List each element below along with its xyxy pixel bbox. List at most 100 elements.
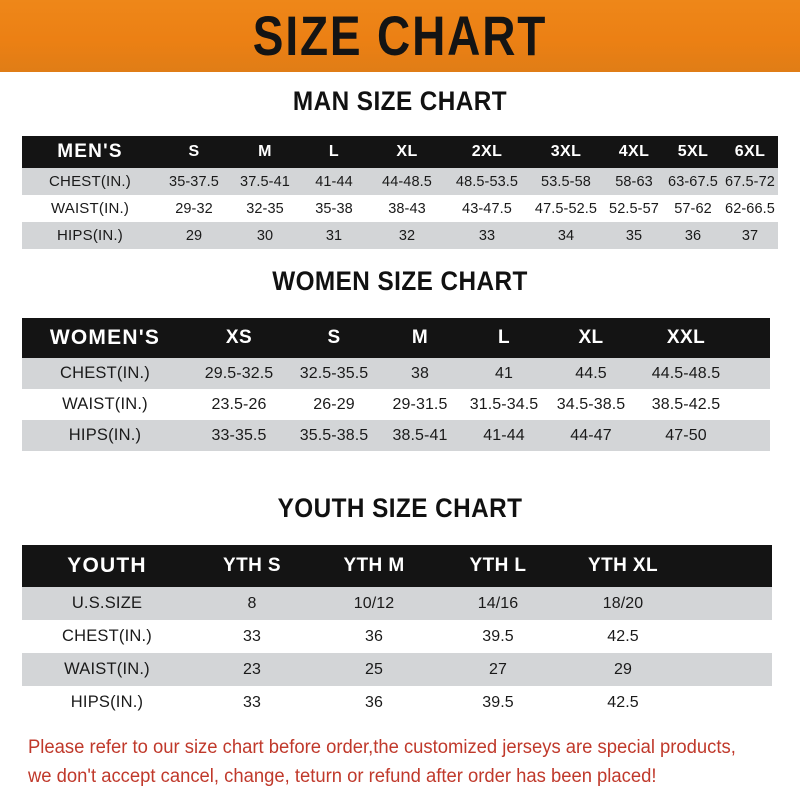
women-chest-xl: 44.5 xyxy=(546,358,636,389)
men-chest-l: 41-44 xyxy=(300,168,368,195)
women-chest-spacer xyxy=(736,358,770,389)
table-row: HIPS(IN.) 33-35.5 35.5-38.5 38.5-41 41-4… xyxy=(22,420,770,451)
men-hips-s: 29 xyxy=(158,222,230,249)
men-hips-6xl: 37 xyxy=(722,222,778,249)
women-waist-xl: 34.5-38.5 xyxy=(546,389,636,420)
youth-waist-xl: 29 xyxy=(560,653,686,686)
men-hips-l: 31 xyxy=(300,222,368,249)
men-waist-3xl: 47.5-52.5 xyxy=(528,195,604,222)
men-size-5xl: 5XL xyxy=(664,136,722,168)
youth-chest-m: 36 xyxy=(312,620,436,653)
men-size-6xl: 6XL xyxy=(722,136,778,168)
page-title: SIZE CHART xyxy=(252,4,548,68)
men-chest-5xl: 63-67.5 xyxy=(664,168,722,195)
youth-waist-label: WAIST(IN.) xyxy=(22,653,192,686)
men-chest-s: 35-37.5 xyxy=(158,168,230,195)
youth-ussize-spacer xyxy=(686,587,772,620)
women-hips-label: HIPS(IN.) xyxy=(22,420,188,451)
youth-header-label: YOUTH xyxy=(22,545,192,587)
men-size-4xl: 4XL xyxy=(604,136,664,168)
youth-size-s: YTH S xyxy=(192,545,312,587)
women-size-xl: XL xyxy=(546,318,636,358)
youth-size-l: YTH L xyxy=(436,545,560,587)
men-size-xl: XL xyxy=(368,136,446,168)
youth-waist-m: 25 xyxy=(312,653,436,686)
men-hips-4xl: 35 xyxy=(604,222,664,249)
men-waist-6xl: 62-66.5 xyxy=(722,195,778,222)
women-size-table: WOMEN'S XS S M L XL XXL CHEST(IN.) 29.5-… xyxy=(22,318,770,451)
youth-hips-spacer xyxy=(686,686,772,719)
men-chest-xl: 44-48.5 xyxy=(368,168,446,195)
women-size-spacer xyxy=(736,318,770,358)
women-section-title: WOMEN SIZE CHART xyxy=(272,266,528,296)
table-row: HIPS(IN.) 29 30 31 32 33 34 35 36 37 xyxy=(22,222,778,249)
youth-hips-label: HIPS(IN.) xyxy=(22,686,192,719)
women-chest-s: 32.5-35.5 xyxy=(290,358,378,389)
men-hips-5xl: 36 xyxy=(664,222,722,249)
women-waist-m: 29-31.5 xyxy=(378,389,462,420)
order-notice: Please refer to our size chart before or… xyxy=(28,733,756,792)
youth-waist-spacer xyxy=(686,653,772,686)
men-chest-6xl: 67.5-72 xyxy=(722,168,778,195)
order-notice-line-1: Please refer to our size chart before or… xyxy=(28,737,736,758)
women-size-l: L xyxy=(462,318,546,358)
women-waist-label: WAIST(IN.) xyxy=(22,389,188,420)
women-hips-s: 35.5-38.5 xyxy=(290,420,378,451)
men-waist-m: 32-35 xyxy=(230,195,300,222)
women-hips-m: 38.5-41 xyxy=(378,420,462,451)
men-chest-m: 37.5-41 xyxy=(230,168,300,195)
youth-section-title: YOUTH SIZE CHART xyxy=(277,493,523,523)
women-size-s: S xyxy=(290,318,378,358)
women-waist-s: 26-29 xyxy=(290,389,378,420)
men-section-title: MAN SIZE CHART xyxy=(292,86,508,116)
youth-chest-l: 39.5 xyxy=(436,620,560,653)
youth-size-xl: YTH XL xyxy=(560,545,686,587)
youth-waist-s: 23 xyxy=(192,653,312,686)
women-header-label: WOMEN'S xyxy=(22,318,188,358)
women-hips-xxl: 47-50 xyxy=(636,420,736,451)
youth-hips-xl: 42.5 xyxy=(560,686,686,719)
women-hips-xs: 33-35.5 xyxy=(188,420,290,451)
table-row: WAIST(IN.) 29-32 32-35 35-38 38-43 43-47… xyxy=(22,195,778,222)
women-chest-l: 41 xyxy=(462,358,546,389)
women-size-xxl: XXL xyxy=(636,318,736,358)
men-size-l: L xyxy=(300,136,368,168)
youth-header-row: YOUTH YTH S YTH M YTH L YTH XL xyxy=(22,545,772,587)
youth-waist-l: 27 xyxy=(436,653,560,686)
men-waist-label: WAIST(IN.) xyxy=(22,195,158,222)
women-waist-l: 31.5-34.5 xyxy=(462,389,546,420)
men-chest-3xl: 53.5-58 xyxy=(528,168,604,195)
women-waist-xxl: 38.5-42.5 xyxy=(636,389,736,420)
youth-size-m: YTH M xyxy=(312,545,436,587)
youth-ussize-xl: 18/20 xyxy=(560,587,686,620)
men-hips-2xl: 33 xyxy=(446,222,528,249)
women-hips-xl: 44-47 xyxy=(546,420,636,451)
men-hips-m: 30 xyxy=(230,222,300,249)
youth-ussize-s: 8 xyxy=(192,587,312,620)
table-row: WAIST(IN.) 23.5-26 26-29 29-31.5 31.5-34… xyxy=(22,389,770,420)
youth-hips-s: 33 xyxy=(192,686,312,719)
men-waist-5xl: 57-62 xyxy=(664,195,722,222)
table-row: CHEST(IN.) 29.5-32.5 32.5-35.5 38 41 44.… xyxy=(22,358,770,389)
women-waist-xs: 23.5-26 xyxy=(188,389,290,420)
men-size-m: M xyxy=(230,136,300,168)
men-size-table: MEN'S S M L XL 2XL 3XL 4XL 5XL 6XL CHEST… xyxy=(22,136,778,249)
men-waist-xl: 38-43 xyxy=(368,195,446,222)
youth-size-table: YOUTH YTH S YTH M YTH L YTH XL U.S.SIZE … xyxy=(22,545,772,719)
table-row: U.S.SIZE 8 10/12 14/16 18/20 xyxy=(22,587,772,620)
youth-chest-s: 33 xyxy=(192,620,312,653)
men-waist-2xl: 43-47.5 xyxy=(446,195,528,222)
women-hips-l: 41-44 xyxy=(462,420,546,451)
women-size-xs: XS xyxy=(188,318,290,358)
women-chest-m: 38 xyxy=(378,358,462,389)
women-chest-xs: 29.5-32.5 xyxy=(188,358,290,389)
men-hips-label: HIPS(IN.) xyxy=(22,222,158,249)
youth-ussize-label: U.S.SIZE xyxy=(22,587,192,620)
men-size-s: S xyxy=(158,136,230,168)
youth-ussize-l: 14/16 xyxy=(436,587,560,620)
women-size-m: M xyxy=(378,318,462,358)
youth-ussize-m: 10/12 xyxy=(312,587,436,620)
youth-hips-m: 36 xyxy=(312,686,436,719)
men-header-row: MEN'S S M L XL 2XL 3XL 4XL 5XL 6XL xyxy=(22,136,778,168)
